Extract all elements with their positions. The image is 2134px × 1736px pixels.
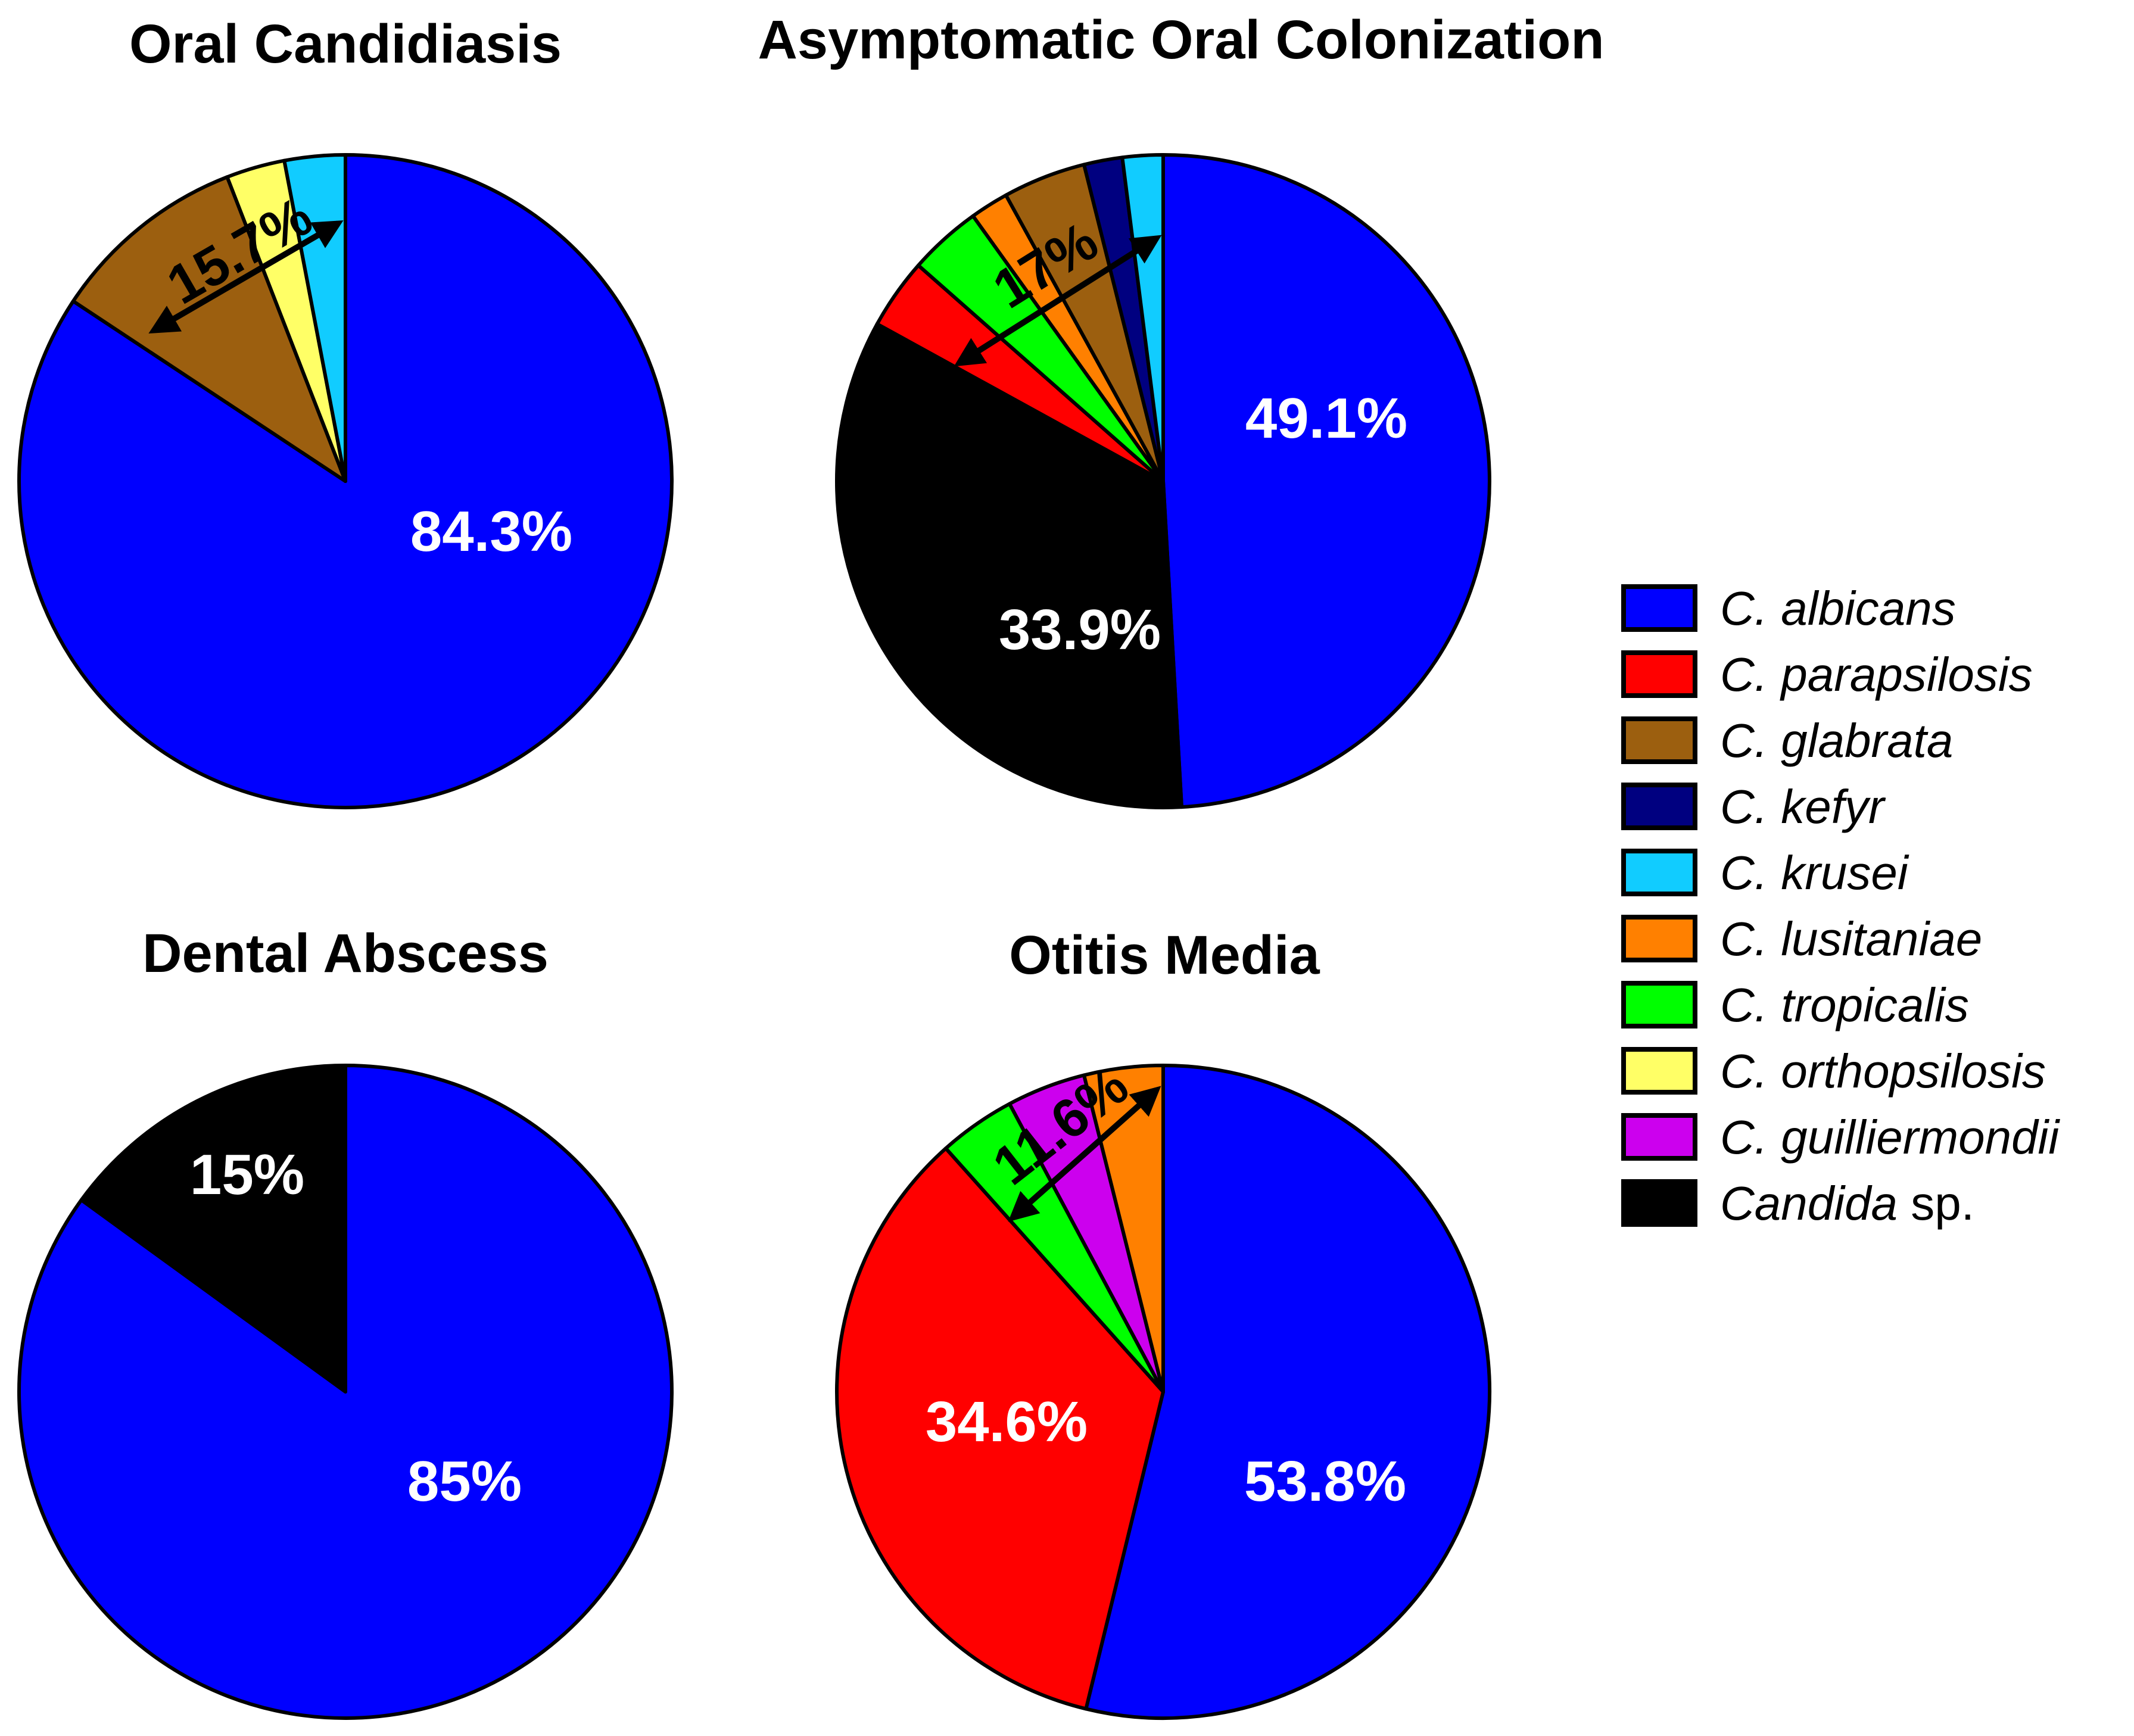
legend-label: Candida sp. bbox=[1720, 1177, 1974, 1230]
chart-title: Oral Candidiasis bbox=[129, 14, 562, 74]
data-label-c-albicans: 85% bbox=[407, 1450, 522, 1513]
legend-item-c-kefyr: C. kefyr bbox=[1621, 780, 1886, 833]
legend-label: C. guilliermondii bbox=[1720, 1111, 2060, 1164]
data-label-c-parapsilosis: 34.6% bbox=[926, 1390, 1088, 1454]
legend-item-c-tropicalis: C. tropicalis bbox=[1621, 978, 1969, 1031]
bracket-arrow bbox=[954, 235, 1162, 367]
legend-swatch bbox=[1621, 783, 1697, 830]
legend-swatch bbox=[1621, 981, 1697, 1028]
legend-label: C. krusei bbox=[1720, 846, 1909, 899]
pie-slice-c-albicans bbox=[1161, 153, 1491, 809]
legend-item-c-krusei: C. krusei bbox=[1621, 846, 1909, 899]
legend-label: C. kefyr bbox=[1720, 780, 1886, 833]
pie-slice-candida-sp bbox=[79, 1064, 347, 1394]
legend-swatch bbox=[1621, 915, 1697, 962]
legend-label: C. parapsilosis bbox=[1720, 648, 2033, 701]
legend-swatch bbox=[1621, 1179, 1697, 1227]
pie-slices bbox=[835, 1064, 1492, 1720]
pie-chart-oral-candidiasis: Oral Candidiasis 15.7% 84.3% bbox=[17, 14, 674, 809]
legend-swatch bbox=[1621, 1047, 1697, 1095]
legend-swatch bbox=[1621, 1113, 1697, 1161]
pie-slices bbox=[835, 153, 1491, 809]
pie-slices bbox=[17, 1064, 674, 1720]
legend-label: C. glabrata bbox=[1720, 714, 1953, 767]
chart-title: Asymptomatic Oral Colonization bbox=[758, 10, 1604, 70]
legend-label: C. orthopsilosis bbox=[1720, 1045, 2046, 1098]
chart-title: Otitis Media bbox=[1009, 925, 1320, 986]
legend-swatch bbox=[1621, 716, 1697, 764]
pie-slice-c-parapsilosis bbox=[835, 1146, 1165, 1711]
legend-item-c-albicans: C. albicans bbox=[1621, 582, 1956, 635]
pie-chart-otitis-media: Otitis Media 11.6% 34.6% 53.8% bbox=[835, 925, 1492, 1720]
legend-item-c-lusitaniae: C. lusitaniae bbox=[1621, 912, 1982, 965]
pie-slice-c-albicans bbox=[1084, 1064, 1492, 1720]
pie-chart-dental-abscess: Dental Abscess 15% 85% bbox=[17, 923, 674, 1720]
data-label-candida-sp: 15% bbox=[190, 1143, 304, 1207]
data-label-c-albicans: 84.3% bbox=[410, 500, 572, 563]
data-label-c-albicans: 53.8% bbox=[1244, 1450, 1406, 1513]
legend-item-c-orthopsilosis: C. orthopsilosis bbox=[1621, 1045, 2046, 1098]
data-label-candida-sp: 33.9% bbox=[999, 598, 1161, 662]
chart-title: Dental Abscess bbox=[142, 923, 549, 984]
data-label-c-albicans: 49.1% bbox=[1245, 387, 1407, 450]
legend: C. albicans C. parapsilosis C. glabrata C. … bbox=[1621, 582, 2060, 1230]
bracket-arrow bbox=[1008, 1086, 1161, 1222]
pie-chart-asymptomatic-oral-colonization: Asymptomatic Oral Colonization 17% 49.1%… bbox=[758, 10, 1605, 809]
legend-item-candida-sp: Candida sp. bbox=[1621, 1177, 1974, 1230]
legend-item-c-parapsilosis: C. parapsilosis bbox=[1621, 648, 2033, 701]
legend-swatch bbox=[1621, 584, 1697, 632]
legend-swatch bbox=[1621, 849, 1697, 896]
legend-swatch bbox=[1621, 650, 1697, 698]
legend-item-c-glabrata: C. glabrata bbox=[1621, 714, 1953, 767]
legend-label: C. albicans bbox=[1720, 582, 1956, 635]
pie-slices bbox=[17, 153, 674, 809]
legend-label: C. lusitaniae bbox=[1720, 912, 1982, 965]
legend-item-c-guilliermondii: C. guilliermondii bbox=[1621, 1111, 2060, 1164]
bracket-arrow bbox=[148, 220, 344, 334]
legend-label: C. tropicalis bbox=[1720, 978, 1969, 1031]
